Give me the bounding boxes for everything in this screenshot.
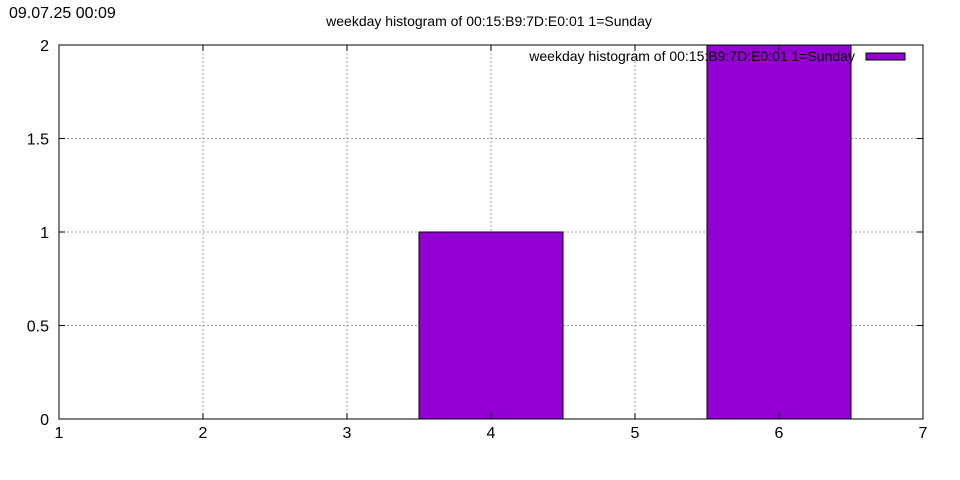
x-tick-label: 1 [55,425,64,442]
histogram-bar [418,231,564,420]
legend: weekday histogram of 00:15:B9:7D:E0:01 1… [528,48,906,64]
y-tick-label: 1.5 [27,132,49,149]
y-tick-label: 1 [40,225,49,242]
y-tick-label: 0 [40,412,49,429]
axis-ticks: 1 2 3 4 5 6 7 0 0.5 1 1.5 2 [27,38,928,442]
bars [418,44,852,420]
x-tick-label: 4 [487,425,496,442]
chart-title: weekday histogram of 00:15:B9:7D:E0:01 1… [325,13,652,29]
y-tick-label: 0.5 [27,319,49,336]
x-tick-label: 3 [343,425,352,442]
timestamp: 09.07.25 00:09 [9,5,116,22]
legend-label: weekday histogram of 00:15:B9:7D:E0:01 1… [528,48,855,64]
y-tick-label: 2 [40,38,49,55]
legend-swatch [865,52,906,61]
x-tick-label: 2 [199,425,208,442]
x-tick-label: 5 [631,425,640,442]
x-tick-label: 6 [775,425,784,442]
x-tick-label: 7 [919,425,928,442]
histogram-bar [706,44,852,420]
